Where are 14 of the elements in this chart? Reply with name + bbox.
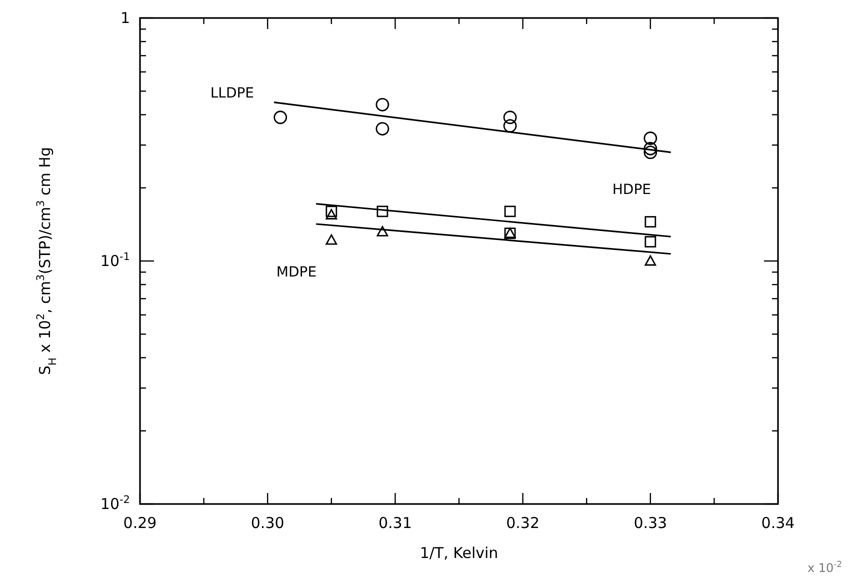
x-tick-label: 0.32 [506, 514, 540, 532]
y-tick-label: 10$^{-1}$ [100, 251, 130, 270]
x-tick-label: 0.30 [250, 514, 284, 532]
y-tick-label: 10$^{-2}$ [100, 494, 130, 513]
x-tick-label: 0.33 [634, 514, 668, 532]
x-tick-label: 0.29 [123, 514, 157, 532]
series-label: HDPE [612, 182, 652, 198]
x-tick-label: 0.34 [761, 514, 795, 532]
text: x 10$^{-2}$ [807, 559, 842, 575]
x-tick-label: 0.31 [378, 514, 412, 532]
series-label: LLDPE [210, 85, 254, 102]
y-tick-label: 1 [120, 9, 130, 27]
x-axis-title: 1/T, Kelvin [420, 544, 498, 562]
series-label: MDPE [276, 264, 317, 281]
